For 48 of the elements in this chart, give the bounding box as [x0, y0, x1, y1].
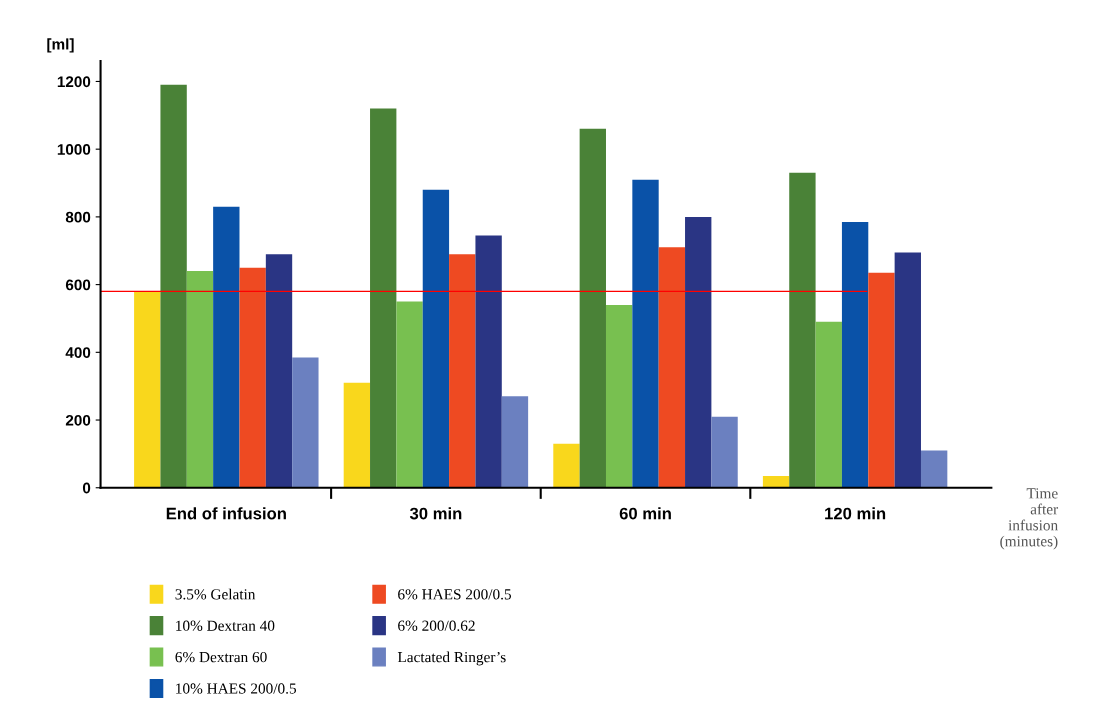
bar [134, 291, 161, 488]
bar [343, 382, 371, 488]
y-tick-label: 0 [82, 482, 91, 494]
bar [841, 221, 869, 488]
y-tick-label: 600 [65, 279, 91, 291]
bar [658, 247, 686, 488]
legend-label: 10% Dextran 40 [176, 620, 275, 631]
bar [501, 396, 529, 488]
bar [553, 443, 580, 488]
y-tick-label: 1200 [57, 76, 91, 88]
bar [475, 235, 502, 488]
bar [815, 321, 842, 488]
bar [605, 304, 633, 488]
bar [711, 416, 738, 488]
x-axis-title: Time after infusion (minutes) [1000, 488, 1059, 550]
legend-label: 6% HAES 200/0.5 [398, 589, 512, 600]
y-tick-label: 800 [65, 211, 91, 223]
bar [186, 271, 214, 488]
bar [789, 172, 816, 488]
bar [762, 475, 790, 488]
bar [265, 254, 293, 488]
bar [396, 301, 423, 488]
legend-label: 6% Dextran 60 [175, 651, 267, 663]
x-tick-label: End of infusion [166, 507, 286, 520]
y-tick-label: 200 [65, 414, 91, 426]
bar [894, 252, 921, 488]
bar [685, 216, 712, 488]
bar [868, 272, 895, 488]
bar [370, 108, 397, 488]
legend-label: Lactated Ringer’s [397, 651, 506, 666]
bar [213, 206, 240, 488]
bar [920, 450, 948, 488]
bar [292, 357, 319, 488]
bar [579, 128, 606, 488]
x-tick-label: 30 min [409, 507, 462, 520]
bar [632, 179, 659, 488]
bar [239, 267, 266, 488]
legend-label: 3.5% Gelatin [175, 588, 256, 600]
x-tick-label: 120 min [825, 507, 886, 520]
x-tick-label: 60 min [619, 507, 671, 520]
legend-label: 10% HAES 200/0.5 [176, 683, 297, 694]
bar [160, 84, 187, 488]
bar [422, 189, 450, 488]
legend-label: 6% 200/0.62 [398, 620, 475, 631]
y-tick-label: 400 [65, 347, 91, 358]
y-tick-label: 1000 [57, 144, 91, 155]
bar [449, 254, 476, 488]
y-axis-title: [ml] [47, 38, 74, 53]
